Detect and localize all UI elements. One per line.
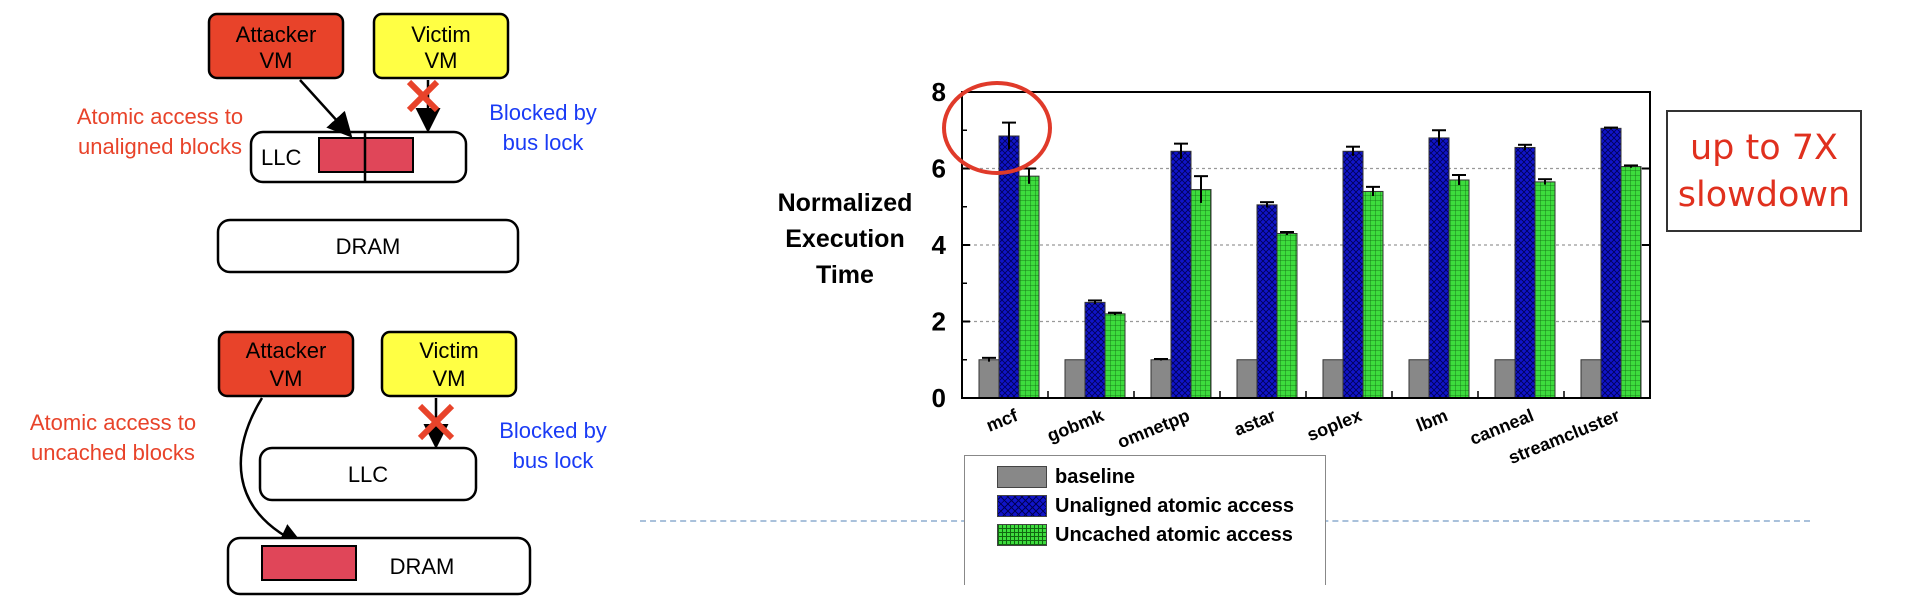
- y-tick-label: 0: [932, 383, 946, 413]
- top-blocked-cross-icon: [406, 79, 440, 113]
- y-axis-label-line-1: Normalized: [777, 189, 913, 217]
- bottom-attacker-vm-label-2: VM: [270, 366, 303, 391]
- bar-streamcluster-0: [1580, 359, 1602, 399]
- chart-bars: [978, 121, 1642, 399]
- top-llc-label: LLC: [261, 145, 301, 170]
- bar-gobmk-1: [1084, 301, 1106, 399]
- legend-swatch-baseline: [997, 466, 1047, 488]
- bottom-blocked-cross-icon: [417, 403, 455, 441]
- top-victim-vm-label: Victim: [411, 22, 471, 47]
- top-dram-box: [216, 218, 520, 274]
- x-tick-label-lbm: lbm: [1413, 405, 1450, 436]
- x-tick-label-omnetpp: omnetpp: [1115, 405, 1193, 452]
- top-left-note: Atomic access to: [77, 104, 243, 129]
- bottom-victim-vm-box: [380, 330, 518, 398]
- bar-lbm-1: [1428, 137, 1450, 399]
- bar-gobmk-2: [1104, 313, 1126, 399]
- legend-item-uncached: Uncached atomic access: [997, 522, 1293, 548]
- y-tick-label: 2: [932, 307, 946, 337]
- bar-mcf-2: [1018, 175, 1040, 399]
- slowdown-callout: up to 7X slowdown: [1666, 110, 1862, 232]
- bottom-llc-label: LLC: [348, 462, 388, 487]
- y-tick-label: 6: [932, 154, 946, 184]
- x-tick-label-soplex: soplex: [1304, 405, 1364, 445]
- bar-omnetpp-1: [1170, 150, 1192, 399]
- bottom-victim-vm-label-2: VM: [433, 366, 466, 391]
- bottom-llc-box: [258, 446, 478, 502]
- top-victim-vm-box: [372, 12, 510, 80]
- legend-label-unaligned: Unaligned atomic access: [1055, 494, 1294, 517]
- top-dram-label: DRAM: [336, 234, 401, 259]
- top-right-note: Blocked by: [489, 100, 597, 125]
- top-attacker-arrow: [299, 79, 353, 138]
- y-axis-label-line-3: Time: [816, 261, 874, 289]
- bus-lock-diagram: Attacker VM Victim VM LLC Atomic access …: [30, 12, 607, 596]
- top-attacker-vm-label-2: VM: [260, 48, 293, 73]
- legend-item-unaligned: Unaligned atomic access: [997, 493, 1294, 519]
- top-right-note-2: bus lock: [503, 130, 585, 155]
- bottom-right-note: Blocked by: [499, 418, 607, 443]
- bottom-attacker-vm-label: Attacker: [246, 338, 327, 363]
- y-tick-label: 4: [932, 230, 947, 260]
- bar-mcf-1: [998, 135, 1020, 399]
- bar-gobmk-0: [1064, 359, 1086, 399]
- top-scenario: Attacker VM Victim VM LLC Atomic access …: [77, 12, 597, 274]
- bar-omnetpp-0: [1150, 359, 1172, 399]
- bar-canneal-2: [1534, 181, 1556, 399]
- legend-swatch-uncached: [997, 524, 1047, 546]
- bar-astar-0: [1236, 359, 1258, 399]
- bottom-right-note-2: bus lock: [513, 448, 595, 473]
- bar-astar-2: [1276, 233, 1298, 399]
- legend-swatch-unaligned: [997, 495, 1047, 517]
- bar-mcf-0: [978, 359, 1000, 399]
- top-attacker-vm-box: [207, 12, 345, 80]
- top-attacker-vm-label: Attacker: [236, 22, 317, 47]
- bar-lbm-2: [1448, 179, 1470, 399]
- bar-canneal-0: [1494, 359, 1516, 399]
- mcf-highlight-circle: [942, 81, 1052, 175]
- bar-soplex-1: [1342, 150, 1364, 399]
- bar-streamcluster-1: [1600, 127, 1622, 399]
- bottom-victim-vm-label: Victim: [419, 338, 479, 363]
- bar-streamcluster-2: [1620, 166, 1642, 399]
- x-tick-label-astar: astar: [1231, 405, 1278, 440]
- legend-label-baseline: baseline: [1055, 465, 1136, 488]
- chart-legend: baseline Unaligned atomic access Uncache…: [964, 455, 1326, 585]
- legend-label-uncached: Uncached atomic access: [1055, 523, 1293, 546]
- legend-item-baseline: baseline: [997, 464, 1135, 490]
- bar-soplex-2: [1362, 190, 1384, 399]
- bar-canneal-1: [1514, 146, 1536, 399]
- callout-line-2: slowdown: [1677, 175, 1851, 215]
- top-victim-vm-label-2: VM: [425, 48, 458, 73]
- bottom-dram-label: DRAM: [390, 554, 455, 579]
- y-axis-label-line-2: Execution: [785, 225, 905, 253]
- bar-omnetpp-2: [1190, 189, 1212, 399]
- bottom-left-note: Atomic access to: [30, 410, 196, 435]
- chart-grid: [962, 167, 1650, 323]
- bottom-left-note-2: uncached blocks: [31, 440, 195, 465]
- callout-line-1: up to 7X: [1689, 128, 1839, 168]
- bottom-scenario: Attacker VM Victim VM LLC Atomic access …: [30, 330, 607, 596]
- top-left-note-2: unaligned blocks: [78, 134, 242, 159]
- x-tick-label-gobmk: gobmk: [1044, 405, 1107, 446]
- bottom-uncached-block: [261, 545, 357, 581]
- x-tick-label-mcf: mcf: [983, 405, 1021, 436]
- bar-astar-1: [1256, 204, 1278, 399]
- bar-soplex-0: [1322, 359, 1344, 399]
- y-tick-label: 8: [932, 77, 946, 107]
- chart-y-axis-label: Normalized Execution Time: [760, 185, 930, 293]
- bar-lbm-0: [1408, 359, 1430, 399]
- bottom-attacker-arrow: [239, 397, 305, 547]
- bottom-attacker-vm-box: [217, 330, 355, 398]
